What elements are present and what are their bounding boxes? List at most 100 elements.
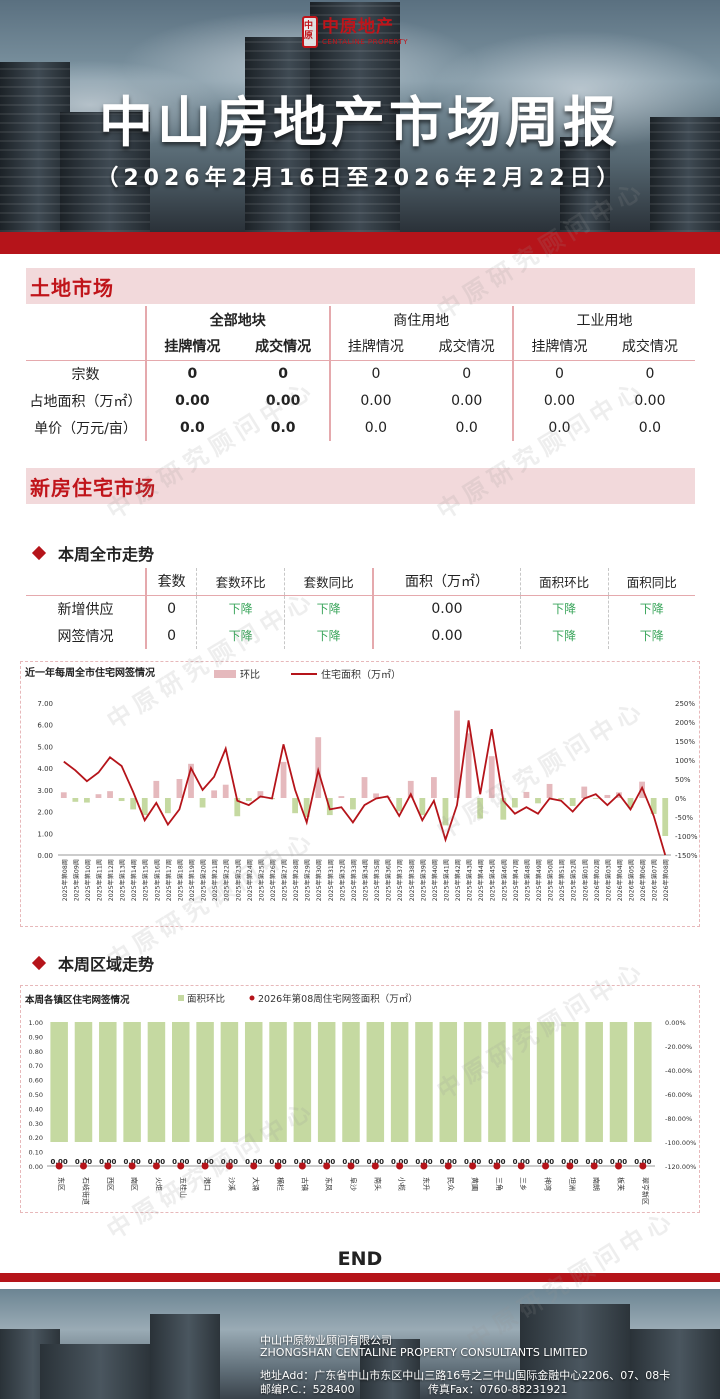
y-left-tick-label: 7.00 bbox=[37, 700, 53, 708]
x-tick-label: 东凤 bbox=[325, 1177, 334, 1191]
scatter-point bbox=[396, 1162, 404, 1170]
table-cell: 0 bbox=[512, 360, 605, 387]
x-tick-label: 2025年第18周 bbox=[176, 859, 184, 901]
table-cell: 0 bbox=[462, 365, 472, 382]
scatter-point bbox=[444, 1162, 452, 1170]
land-section-title: 土地市场 bbox=[30, 275, 114, 300]
bar-mark bbox=[535, 798, 541, 804]
y-left-tick-label: 0.00 bbox=[29, 1163, 43, 1171]
x-tick-label: 2025年第41周 bbox=[442, 859, 450, 901]
bar-mark bbox=[130, 798, 137, 810]
scatter-point bbox=[152, 1162, 160, 1170]
logo-name: 中原地产 bbox=[322, 16, 394, 37]
bar-mark bbox=[280, 761, 287, 798]
district-trend-title: 本周区域走势 bbox=[58, 955, 155, 974]
bar-mark bbox=[72, 798, 79, 802]
bar-mark bbox=[303, 798, 310, 817]
bar-mark bbox=[245, 798, 252, 802]
bar-mark bbox=[546, 783, 553, 798]
x-tick-label: 西区 bbox=[106, 1177, 114, 1191]
chart-title: 本周各镇区住宅网签情况 bbox=[25, 994, 130, 1006]
x-tick-label: 2025年第17周 bbox=[165, 859, 173, 901]
bar-mark bbox=[99, 1022, 117, 1142]
district-signing-chart: 本周各镇区住宅网签情况 面积环比 2026年第08周住宅网签面积（万㎡） 1.00 0.… bbox=[25, 993, 696, 1205]
bar-mark bbox=[558, 798, 565, 800]
x-tick-label: 2025年第10周 bbox=[84, 859, 92, 901]
scatter-point bbox=[590, 1162, 598, 1170]
scatter-point bbox=[615, 1162, 623, 1170]
y-right-tick-label: 250% bbox=[675, 700, 695, 708]
y-right-tick-label: 0.00% bbox=[665, 1019, 686, 1027]
x-tick-label: 2025年第37周 bbox=[396, 859, 404, 901]
table-cell: 0 bbox=[645, 365, 655, 382]
company-logo: 中原 中原地产 CENTALINE PROPERTY bbox=[302, 16, 408, 48]
bar-mark bbox=[488, 1022, 506, 1142]
table-cell: 0 bbox=[278, 365, 289, 382]
x-tick-label: 2025年第19周 bbox=[188, 859, 196, 901]
y-right-tick-label: 200% bbox=[675, 719, 695, 727]
x-tick-label: 2025年第14周 bbox=[130, 859, 138, 901]
table-cell: 0 bbox=[145, 622, 197, 649]
table-cell: 0.0 bbox=[328, 414, 422, 441]
table-cell: 0.0 bbox=[455, 419, 478, 436]
x-tick-label: 石岐街道 bbox=[81, 1177, 90, 1205]
y-left-tick-label: 0.40 bbox=[29, 1105, 43, 1113]
data-label: 0.00 bbox=[318, 1158, 335, 1166]
bar-mark bbox=[141, 798, 148, 816]
y-left-tick-label: 0.10 bbox=[29, 1149, 43, 1157]
table-cell: 0.00 bbox=[634, 392, 666, 409]
legend-swatch-dot bbox=[249, 995, 255, 1001]
legend-label: 2026年第08周住宅网签面积（万㎡） bbox=[258, 993, 418, 1005]
bar-mark bbox=[220, 1022, 239, 1142]
bar-mark bbox=[561, 1022, 579, 1142]
data-label: 0.00 bbox=[391, 1158, 408, 1166]
x-tick-label: 2025年第40周 bbox=[431, 859, 439, 901]
y-right-tick-label: -100.00% bbox=[665, 1139, 696, 1147]
table-row: 网签情况 0 下降 下降 0.00 下降 下降 bbox=[26, 622, 695, 649]
x-tick-label: 2025年第46周 bbox=[500, 859, 508, 901]
scatter-point bbox=[639, 1162, 647, 1170]
data-label: 0.00 bbox=[610, 1158, 627, 1166]
data-label: 0.00 bbox=[294, 1158, 311, 1166]
y-left-tick-label: 1.00 bbox=[29, 1019, 43, 1027]
logo-en: CENTALINE PROPERTY bbox=[322, 37, 409, 46]
y-left-tick-label: 3.00 bbox=[37, 787, 53, 795]
table-cell: 下降 bbox=[284, 622, 374, 649]
x-tick-label: 2025年第12周 bbox=[107, 859, 115, 901]
x-tick-label: 2025年第42周 bbox=[454, 859, 462, 901]
bar-mark bbox=[373, 793, 379, 798]
line-series bbox=[63, 720, 667, 856]
x-tick-label: 2025年第43周 bbox=[466, 859, 474, 901]
city-summary-table: 套数 套数环比 套数同比 面积（万㎡） 面积环比 面积同比 新增供应 0 下降 … bbox=[26, 568, 695, 649]
footer-fax: 传真Fax：0760-88231921 bbox=[428, 1383, 568, 1396]
y-right-tick-label: -20.00% bbox=[665, 1043, 692, 1051]
x-tick-label: 南区 bbox=[130, 1177, 139, 1191]
land-table: 全部地块 商住用地 工业用地 挂牌情况 成交情况 挂牌情况 成交情况 挂牌情况 … bbox=[26, 306, 695, 441]
y-left-tick-label: 0.80 bbox=[29, 1048, 43, 1056]
bar-mark bbox=[454, 710, 460, 798]
x-tick-label: 2026年第07周 bbox=[651, 859, 659, 901]
table-row: 新增供应 0 下降 下降 0.00 下降 下降 bbox=[26, 595, 695, 622]
sub-header: 成交情况 bbox=[604, 333, 695, 361]
data-label: 0.00 bbox=[148, 1158, 165, 1166]
x-tick-label: 南朗 bbox=[592, 1177, 601, 1191]
bar-mark bbox=[627, 798, 634, 808]
data-label: 0.00 bbox=[440, 1158, 457, 1166]
x-tick-label: 2025年第32周 bbox=[338, 859, 346, 901]
bar-mark bbox=[569, 798, 576, 806]
x-tick-label: 坦洲 bbox=[568, 1177, 577, 1191]
y-right-tick-label: 0% bbox=[675, 795, 686, 803]
bar-mark bbox=[107, 791, 113, 798]
diamond-bullet-icon bbox=[31, 955, 47, 971]
legend-label: 环比 bbox=[240, 669, 260, 681]
table-cell: 0.0 bbox=[512, 414, 605, 441]
data-label: 0.00 bbox=[634, 1158, 651, 1166]
bar-mark bbox=[465, 733, 472, 798]
row-label: 网签情况 bbox=[57, 628, 114, 645]
bar-mark bbox=[188, 763, 194, 798]
x-tick-label: 2025年第09周 bbox=[72, 859, 80, 901]
bar-mark bbox=[95, 794, 102, 798]
bar-mark bbox=[244, 1022, 263, 1142]
x-tick-label: 2026年第06周 bbox=[639, 859, 647, 901]
bar-mark bbox=[164, 798, 171, 814]
